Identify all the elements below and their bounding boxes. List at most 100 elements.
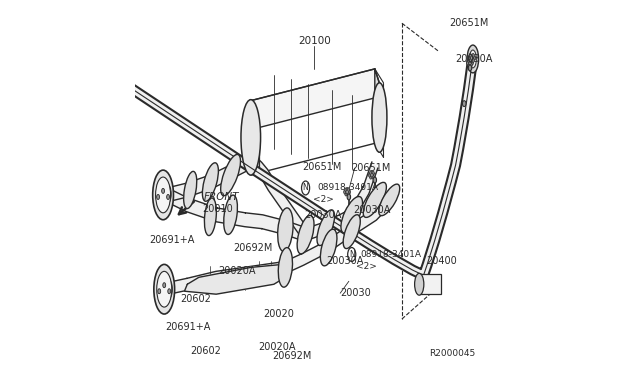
Ellipse shape <box>184 171 196 209</box>
Ellipse shape <box>168 289 171 294</box>
Text: 20400: 20400 <box>427 256 458 266</box>
Polygon shape <box>251 101 259 175</box>
Text: 20020: 20020 <box>263 309 294 319</box>
Text: FRONT: FRONT <box>204 192 239 202</box>
Ellipse shape <box>468 59 470 63</box>
Ellipse shape <box>166 195 170 199</box>
Text: 20651M: 20651M <box>352 163 391 173</box>
Text: N: N <box>303 183 308 192</box>
Ellipse shape <box>372 175 374 179</box>
Ellipse shape <box>467 61 469 65</box>
Ellipse shape <box>204 198 216 235</box>
Text: R2000045: R2000045 <box>429 349 476 358</box>
Ellipse shape <box>153 170 173 220</box>
Text: 20602: 20602 <box>180 294 211 304</box>
Ellipse shape <box>369 173 371 177</box>
Ellipse shape <box>470 59 472 63</box>
Ellipse shape <box>163 283 166 288</box>
Text: 20030A: 20030A <box>456 54 493 64</box>
Polygon shape <box>251 69 383 128</box>
Text: 08918-3401A: 08918-3401A <box>360 250 421 259</box>
Ellipse shape <box>348 190 351 194</box>
Polygon shape <box>375 69 383 140</box>
Ellipse shape <box>321 229 337 266</box>
Polygon shape <box>184 264 285 294</box>
Ellipse shape <box>224 195 237 234</box>
Ellipse shape <box>301 181 310 195</box>
Ellipse shape <box>370 171 372 175</box>
Ellipse shape <box>154 264 175 314</box>
Ellipse shape <box>469 58 472 62</box>
Ellipse shape <box>202 163 218 201</box>
Ellipse shape <box>157 271 172 307</box>
Polygon shape <box>249 154 308 240</box>
Ellipse shape <box>345 192 347 196</box>
Ellipse shape <box>470 56 473 60</box>
Ellipse shape <box>469 54 472 57</box>
Ellipse shape <box>463 101 466 107</box>
Ellipse shape <box>157 195 159 199</box>
Ellipse shape <box>364 182 387 217</box>
Ellipse shape <box>241 100 260 175</box>
Text: 20020A: 20020A <box>259 342 296 352</box>
Ellipse shape <box>471 61 474 65</box>
Ellipse shape <box>372 171 374 175</box>
Ellipse shape <box>472 54 474 57</box>
Text: 20692M: 20692M <box>273 351 312 361</box>
Text: 20691+A: 20691+A <box>165 322 211 332</box>
Text: 20030A: 20030A <box>305 210 342 220</box>
Ellipse shape <box>474 56 476 60</box>
Ellipse shape <box>158 289 161 294</box>
Polygon shape <box>164 262 285 295</box>
Ellipse shape <box>345 188 347 192</box>
Ellipse shape <box>469 50 476 68</box>
Ellipse shape <box>467 45 479 73</box>
Text: 20651M: 20651M <box>449 18 488 28</box>
Ellipse shape <box>156 177 171 213</box>
Ellipse shape <box>317 210 335 246</box>
Ellipse shape <box>373 177 376 183</box>
Ellipse shape <box>343 215 360 248</box>
Ellipse shape <box>346 190 348 194</box>
Ellipse shape <box>468 56 470 60</box>
Text: 20030A: 20030A <box>353 205 390 215</box>
Ellipse shape <box>162 188 164 193</box>
Text: 20692M: 20692M <box>234 243 273 253</box>
Text: 20691+A: 20691+A <box>149 235 195 245</box>
Ellipse shape <box>470 63 472 67</box>
Text: 08918-3401A: 08918-3401A <box>317 183 379 192</box>
Ellipse shape <box>347 194 351 200</box>
Ellipse shape <box>278 208 293 251</box>
Ellipse shape <box>341 196 362 233</box>
Ellipse shape <box>278 248 292 287</box>
Text: <2>: <2> <box>356 262 377 271</box>
Ellipse shape <box>372 83 387 152</box>
Ellipse shape <box>347 192 349 196</box>
Text: 20100: 20100 <box>298 36 331 46</box>
Text: 20010: 20010 <box>202 204 233 214</box>
Text: 20020A: 20020A <box>218 266 255 276</box>
Polygon shape <box>166 188 307 241</box>
Polygon shape <box>285 195 391 273</box>
Ellipse shape <box>373 173 376 177</box>
Ellipse shape <box>379 184 400 216</box>
Polygon shape <box>305 162 378 240</box>
Ellipse shape <box>468 63 470 67</box>
Text: 20030: 20030 <box>340 288 371 298</box>
Ellipse shape <box>370 175 372 179</box>
Ellipse shape <box>297 215 314 254</box>
Text: <2>: <2> <box>313 195 334 204</box>
Ellipse shape <box>344 190 346 194</box>
Ellipse shape <box>468 65 472 71</box>
Ellipse shape <box>415 273 424 295</box>
Ellipse shape <box>221 154 241 196</box>
FancyBboxPatch shape <box>420 274 441 294</box>
Ellipse shape <box>371 173 373 177</box>
Ellipse shape <box>164 279 172 299</box>
Ellipse shape <box>347 188 349 192</box>
Ellipse shape <box>469 61 471 65</box>
Text: 20651M: 20651M <box>303 162 342 172</box>
Ellipse shape <box>472 58 474 62</box>
Text: 20602: 20602 <box>190 346 221 356</box>
Ellipse shape <box>348 247 356 262</box>
